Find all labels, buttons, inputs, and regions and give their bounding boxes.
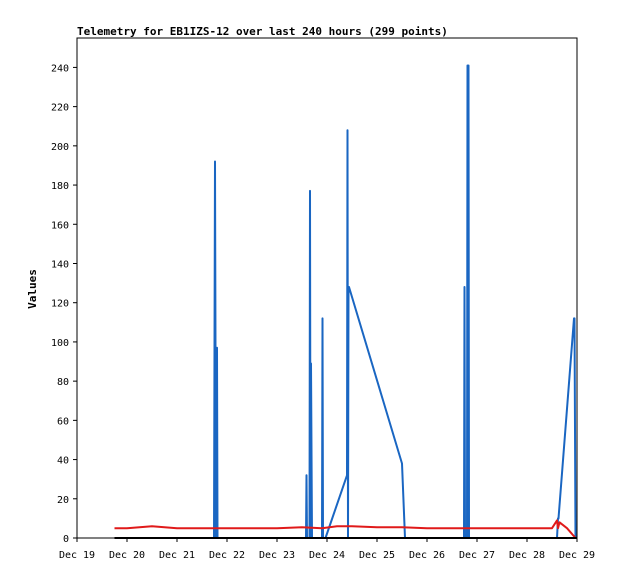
x-tick-label: Dec 21 [159,550,195,561]
x-tick-label: Dec 25 [359,550,395,561]
y-tick-label: 160 [51,220,69,231]
x-tick-label: Dec 29 [559,550,595,561]
series-line-1 [114,519,577,539]
x-axis: Dec 19 Dec 20 Dec 21 Dec 22 Dec 23 Dec 24 Dec … [59,538,595,561]
y-tick-label: 140 [51,259,69,270]
y-axis-label: Values [26,269,39,309]
y-tick-label: 200 [51,142,69,153]
x-tick-label: Dec 22 [209,550,245,561]
y-tick-label: 40 [57,456,69,467]
y-tick-label: 80 [57,377,69,388]
series-layer [114,64,577,539]
plot-area-frame [76,37,578,539]
x-tick-label: Dec 27 [459,550,495,561]
x-tick-label: Dec 23 [259,550,295,561]
y-tick-label: 100 [51,338,69,349]
y-tick-label: 240 [51,63,69,74]
y-tick-label: 60 [57,416,69,427]
series-line-0 [213,64,577,539]
y-tick-label: 180 [51,181,69,192]
y-tick-label: 120 [51,299,69,310]
x-tick-label: Dec 28 [509,550,545,561]
x-tick-label: Dec 19 [59,550,95,561]
y-tick-label: 20 [57,495,69,506]
x-tick-label: Dec 26 [409,550,445,561]
x-tick-label: Dec 20 [109,550,145,561]
chart-title: Telemetry for EB1IZS-12 over last 240 ho… [77,25,448,38]
y-axis: 0 20 40 60 80 100 120 140 160 180 200 220 240 [51,63,77,545]
y-tick-label: 0 [63,534,69,545]
x-tick-label: Dec 24 [309,550,345,561]
y-tick-label: 220 [51,103,69,114]
